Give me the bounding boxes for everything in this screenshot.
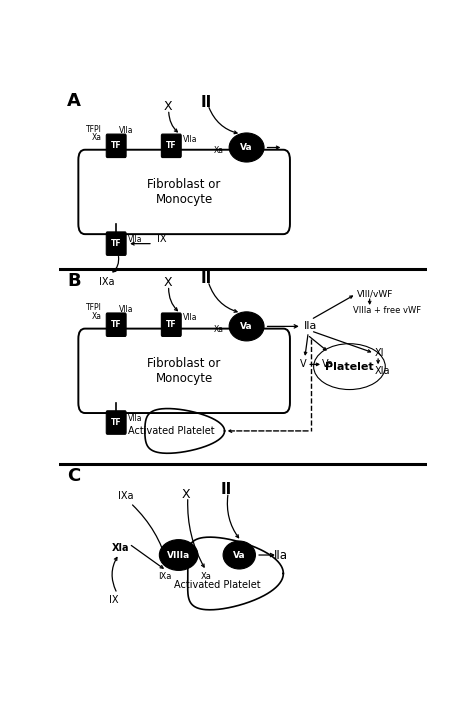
Text: Xa: Xa — [91, 312, 101, 321]
FancyBboxPatch shape — [106, 313, 126, 336]
Text: TFPI: TFPI — [86, 303, 101, 312]
Text: Va: Va — [321, 359, 333, 370]
FancyBboxPatch shape — [106, 232, 126, 256]
Text: Xa: Xa — [201, 572, 211, 581]
Text: V: V — [300, 359, 307, 370]
FancyBboxPatch shape — [106, 134, 126, 158]
Text: C: C — [67, 468, 81, 485]
Text: VIIa: VIIa — [128, 234, 143, 244]
Text: IX: IX — [156, 234, 166, 244]
Text: IXa: IXa — [99, 277, 115, 287]
Text: Va: Va — [233, 550, 246, 560]
Text: Xa: Xa — [214, 146, 224, 155]
Text: X: X — [182, 488, 190, 501]
Text: X: X — [164, 100, 172, 113]
Text: X: X — [164, 277, 172, 289]
Text: Va: Va — [240, 322, 253, 331]
Text: Fibroblast or
Monocyte: Fibroblast or Monocyte — [147, 178, 221, 206]
Ellipse shape — [229, 133, 264, 162]
Text: TF: TF — [111, 320, 121, 329]
Text: IXa: IXa — [158, 572, 172, 581]
Text: A: A — [67, 91, 81, 110]
Ellipse shape — [229, 312, 264, 341]
Text: Fibroblast or
Monocyte: Fibroblast or Monocyte — [147, 356, 221, 385]
Text: VIII/vWF: VIII/vWF — [357, 290, 393, 298]
Text: B: B — [67, 272, 81, 290]
Ellipse shape — [159, 539, 198, 571]
Text: IXa: IXa — [118, 492, 134, 502]
Text: VIIIa: VIIIa — [167, 550, 190, 560]
FancyBboxPatch shape — [78, 329, 290, 413]
Text: Va: Va — [240, 143, 253, 152]
Text: VIIIa + free vWF: VIIIa + free vWF — [353, 306, 421, 315]
Text: TF: TF — [111, 142, 121, 150]
Text: IX: IX — [109, 595, 118, 605]
Text: XIa: XIa — [112, 543, 130, 553]
Text: TF: TF — [111, 418, 121, 427]
Text: Xa: Xa — [91, 133, 101, 142]
Text: VIIa: VIIa — [128, 414, 143, 423]
Ellipse shape — [223, 541, 255, 569]
Text: VIIa: VIIa — [119, 126, 134, 134]
Text: VIIa: VIIa — [183, 134, 198, 144]
Text: Activated Platelet: Activated Platelet — [174, 579, 261, 590]
Text: VIIa: VIIa — [119, 304, 134, 314]
Text: Activated Platelet: Activated Platelet — [128, 426, 215, 436]
Text: Platelet: Platelet — [325, 362, 374, 372]
FancyBboxPatch shape — [106, 411, 126, 434]
Text: XI: XI — [375, 348, 385, 358]
Text: IIa: IIa — [303, 322, 317, 331]
FancyBboxPatch shape — [78, 150, 290, 234]
FancyBboxPatch shape — [161, 134, 181, 158]
Text: II: II — [201, 272, 212, 286]
Text: II: II — [201, 94, 212, 110]
Text: TF: TF — [166, 142, 177, 150]
FancyBboxPatch shape — [161, 313, 181, 336]
Ellipse shape — [314, 343, 385, 390]
Text: VIIa: VIIa — [183, 314, 198, 322]
Text: Xa: Xa — [214, 325, 224, 334]
Text: TFPI: TFPI — [86, 125, 101, 134]
Text: II: II — [221, 482, 232, 497]
Text: IIa: IIa — [274, 549, 288, 561]
Text: XIa: XIa — [374, 366, 390, 376]
Text: TF: TF — [166, 320, 177, 329]
Text: TF: TF — [111, 239, 121, 248]
